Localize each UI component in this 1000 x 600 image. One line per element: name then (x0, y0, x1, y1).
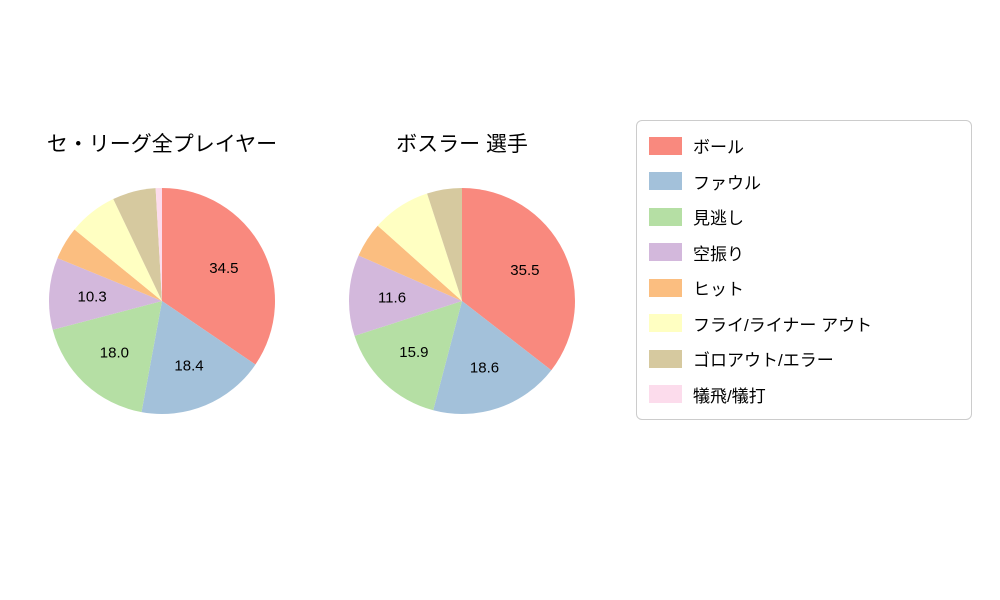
pie-slice-label: 18.4 (174, 358, 203, 375)
legend-label: フライ/ライナー アウト (693, 315, 873, 335)
legend-label: 見逃し (693, 209, 744, 229)
pie-slice-4 (358, 225, 462, 301)
legend-label: ヒット (693, 280, 744, 300)
pie-slice-6 (113, 188, 162, 301)
pie-slice-label: 18.0 (100, 344, 129, 361)
pie-slice-6 (427, 188, 462, 301)
legend-item: 空振り (649, 235, 961, 271)
legend-swatch (649, 278, 682, 297)
legend: ボールファウル見逃し空振りヒットフライ/ライナー アウト ゴロアウト/エラー 犠飛/… (636, 120, 972, 420)
legend-swatch (649, 136, 682, 155)
legend-label: ボール (693, 138, 744, 158)
legend-item: フライ/ライナー アウト (649, 306, 961, 342)
pie-chart-right: 35.5 18.6 15.9 11.6 (349, 188, 576, 415)
left-chart-title: セ・リーグ全プレイヤー (46, 133, 278, 156)
right-chart-title: ボスラー 選手 (396, 133, 528, 156)
legend-swatch (649, 207, 682, 226)
pie-slice-3 (49, 258, 162, 330)
legend-label: ファウル (693, 173, 761, 193)
pie-chart-left: 34.5 18.4 18.0 10.3 (49, 188, 276, 415)
pie-slice-4 (57, 229, 162, 301)
pie-slice-2 (354, 301, 462, 411)
legend-swatch (649, 243, 682, 262)
pie-slice-2 (52, 301, 163, 413)
pie-slice-7 (155, 188, 162, 301)
pie-slice-label: 10.3 (77, 288, 106, 305)
pie-slice-0 (162, 188, 276, 365)
legend-swatch (649, 349, 682, 368)
legend-label: 空振り (693, 244, 744, 264)
legend-item: ファウル (649, 164, 961, 200)
legend-label: 犠飛/犠打 (693, 386, 766, 406)
legend-label: ゴロアウト/エラー (693, 351, 834, 371)
legend-items: ボールファウル見逃し空振りヒットフライ/ライナー アウト ゴロアウト/エラー 犠飛/… (649, 128, 961, 412)
pie-slice-5 (74, 199, 162, 301)
legend-item: ボール (649, 128, 961, 164)
legend-item: 見逃し (649, 199, 961, 235)
pie-slice-5 (377, 193, 462, 301)
pie-slice-label: 15.9 (399, 344, 428, 361)
legend-item: ゴロアウト/エラー (649, 341, 961, 377)
legend-swatch (649, 172, 682, 191)
pie-slice-label: 18.6 (470, 359, 499, 376)
pie-slice-1 (433, 301, 552, 415)
legend-swatch (649, 314, 682, 333)
legend-item: ヒット (649, 270, 961, 306)
pie-slice-1 (141, 301, 256, 415)
pie-slice-label: 35.5 (510, 262, 539, 279)
legend-item: 犠飛/犠打 (649, 377, 961, 413)
pie-slice-3 (349, 255, 462, 336)
pie-slice-label: 11.6 (378, 290, 406, 307)
pie-slice-0 (462, 188, 576, 371)
pie-slice-label: 34.5 (209, 260, 238, 277)
legend-swatch (649, 385, 682, 404)
